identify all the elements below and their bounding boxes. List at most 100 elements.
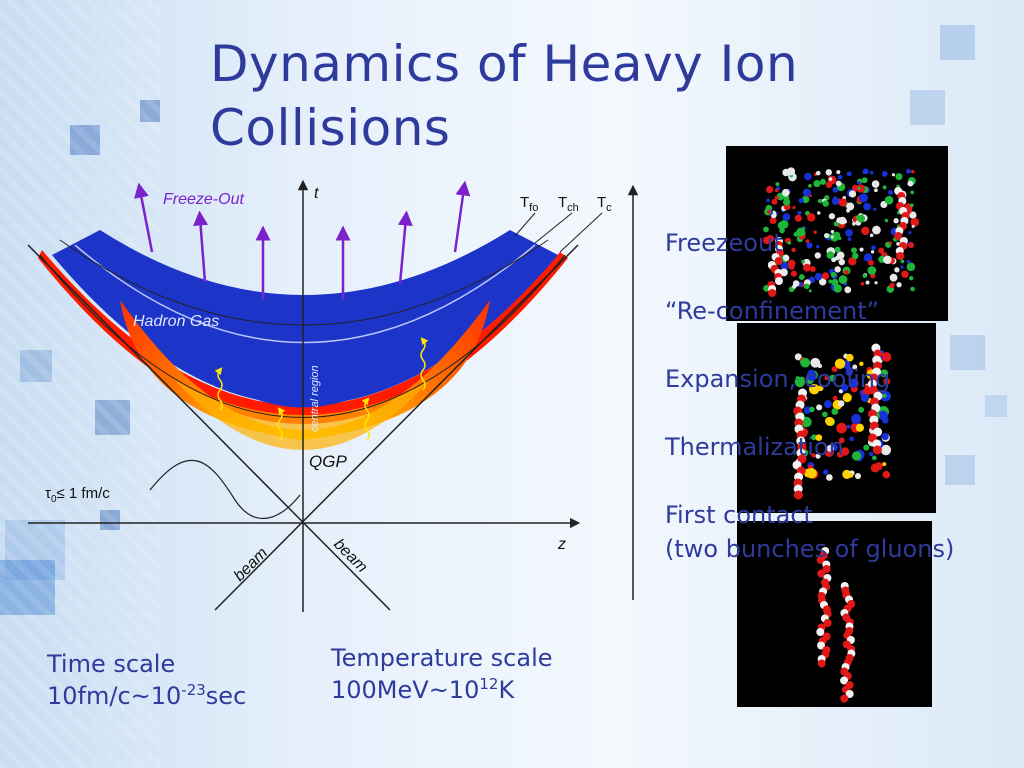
particle <box>791 247 796 253</box>
particle <box>858 406 865 413</box>
particle <box>779 227 785 234</box>
particle <box>874 281 878 285</box>
particle <box>815 434 823 442</box>
particle <box>862 273 867 279</box>
particle <box>863 253 873 262</box>
particle <box>825 416 835 426</box>
freeze-out-arrow <box>397 210 413 285</box>
particle <box>862 168 869 175</box>
particle <box>910 286 915 292</box>
particle <box>826 474 833 481</box>
particle <box>847 237 852 241</box>
particle <box>831 257 837 263</box>
particle <box>828 279 833 284</box>
particle <box>864 384 870 390</box>
particle <box>863 444 870 451</box>
particle <box>817 211 821 215</box>
particle <box>824 375 830 381</box>
particle <box>816 404 823 411</box>
freeze-out-arrows <box>134 180 471 300</box>
particle <box>831 278 839 286</box>
particle <box>823 400 832 409</box>
particle <box>911 224 915 228</box>
particle <box>805 239 810 244</box>
decor-square <box>940 25 975 60</box>
particle <box>869 233 874 238</box>
particle <box>889 282 895 289</box>
tfo-label: Tfo <box>520 194 538 214</box>
particle <box>906 168 911 174</box>
particle <box>863 202 871 211</box>
stage-freezeout: Freezeout <box>665 229 783 257</box>
particle <box>852 252 859 260</box>
particle <box>825 181 833 189</box>
particle <box>859 193 868 203</box>
particle <box>838 258 846 266</box>
particle <box>803 283 810 290</box>
particle <box>803 263 811 272</box>
particle <box>792 205 796 210</box>
particle <box>813 180 821 188</box>
particle <box>881 432 889 441</box>
particle <box>811 434 817 441</box>
particle <box>769 216 777 225</box>
particle <box>908 231 912 235</box>
particle <box>852 364 858 370</box>
particle <box>806 370 817 381</box>
particle <box>806 468 817 479</box>
particle <box>768 289 777 297</box>
particle <box>794 214 802 222</box>
particle <box>859 361 864 367</box>
tau-pointer-curve <box>149 459 301 519</box>
expansion-particles <box>792 343 892 500</box>
particle <box>850 247 857 254</box>
central-region-label: central region <box>309 365 321 432</box>
particle <box>878 410 889 421</box>
particle <box>882 462 887 467</box>
particle <box>873 207 877 211</box>
particle <box>822 565 831 573</box>
particle <box>798 274 805 281</box>
particle <box>891 173 896 177</box>
qgp-label: QGP <box>309 452 347 471</box>
particle <box>900 265 904 269</box>
particle <box>796 227 806 237</box>
particle <box>838 198 847 207</box>
particle <box>846 202 855 211</box>
particle <box>822 411 828 418</box>
particle <box>802 188 811 197</box>
particle <box>901 270 909 278</box>
particle <box>819 178 827 185</box>
particle <box>803 406 812 415</box>
particle <box>835 255 840 261</box>
decor-square <box>985 395 1007 417</box>
particle <box>813 230 817 234</box>
freezeout-simulation-image <box>726 146 948 321</box>
particle <box>808 383 820 395</box>
particle <box>907 180 914 187</box>
particle <box>816 628 825 636</box>
time-scale: Time scale 10fm/c~10-23sec <box>47 648 246 712</box>
particle <box>865 280 870 285</box>
particle <box>884 195 894 205</box>
particle <box>794 353 802 361</box>
particle <box>782 254 790 262</box>
particle <box>766 198 770 203</box>
particle <box>815 453 821 459</box>
particle <box>836 451 844 458</box>
particle <box>782 168 790 177</box>
particle <box>881 352 892 362</box>
stage-first-contact: First contact <box>665 501 813 529</box>
decor-square <box>20 350 52 382</box>
particle <box>860 393 870 403</box>
particle <box>906 262 916 272</box>
particle <box>798 197 804 204</box>
particle <box>870 250 875 254</box>
particle <box>814 272 823 281</box>
particle <box>871 180 880 188</box>
light-cone-left <box>27 244 391 611</box>
particle <box>895 173 903 181</box>
particle <box>832 186 839 193</box>
particle <box>908 242 915 249</box>
